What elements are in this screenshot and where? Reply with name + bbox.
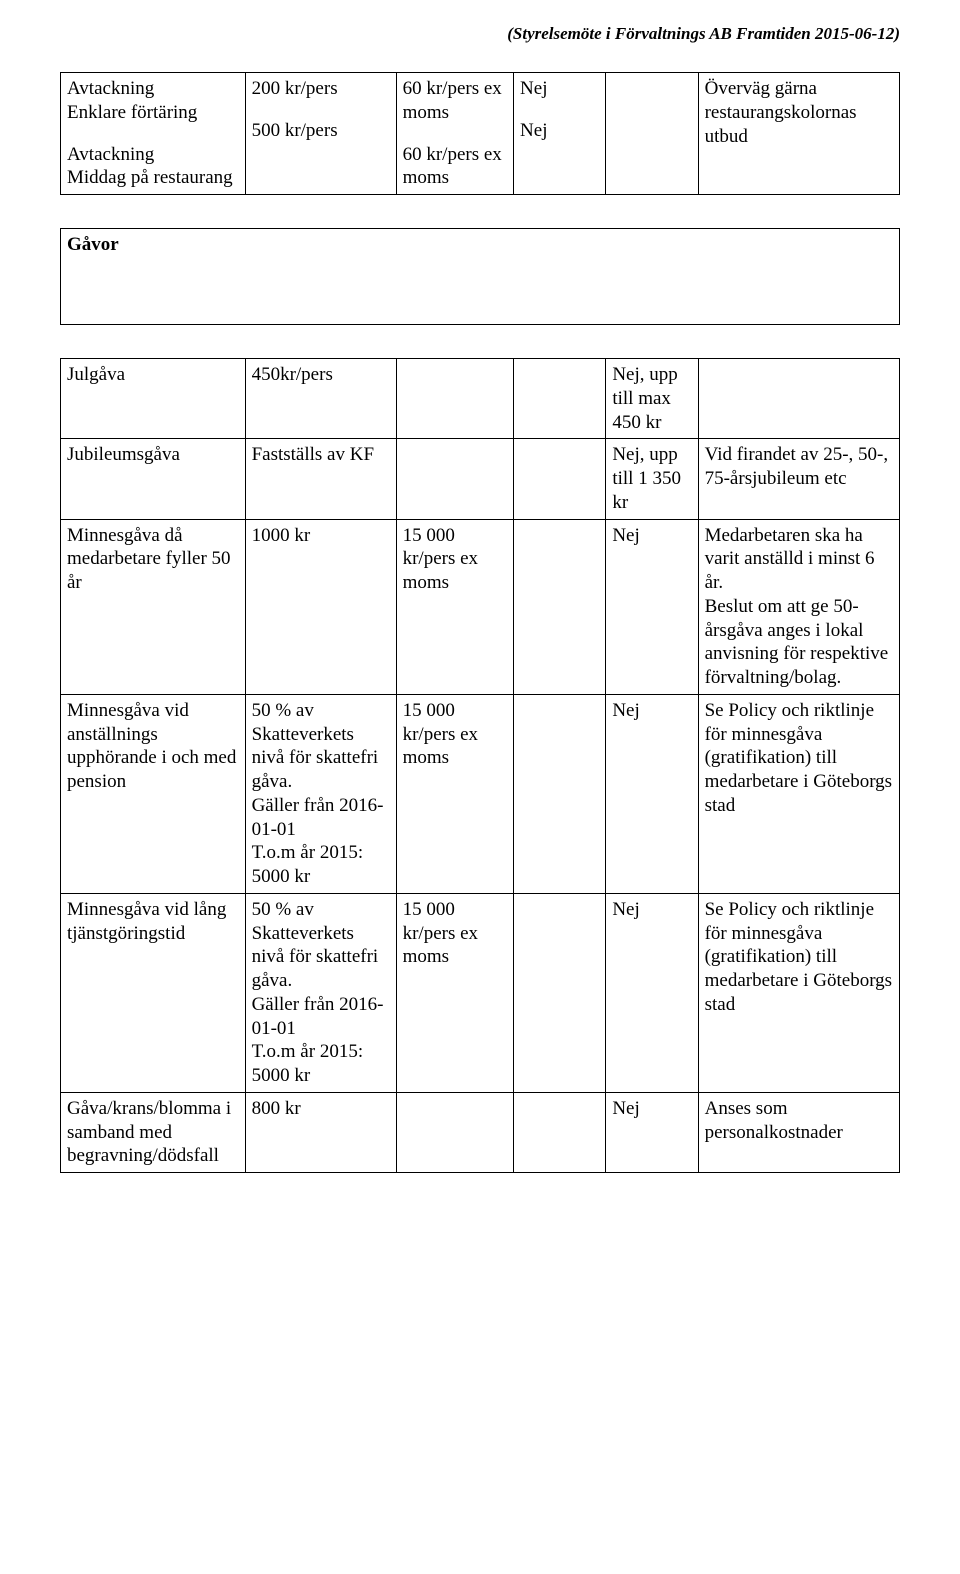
cell: Nej, upp till max 450 kr [606,359,698,439]
cell: 1000 kr [245,519,396,694]
cell: Nej, upp till 1 350 kr [606,439,698,519]
cell [698,359,899,439]
table-row: Minnesgåva då medarbetare fyller 50 år 1… [61,519,900,694]
text: 500 kr/pers [252,119,390,143]
cell: Se Policy och riktlinje för minnesgåva (… [698,694,899,893]
top-c1: Avtackning Enklare förtäring Avtackning … [61,73,246,195]
cell [514,893,606,1092]
text: Middag på restaurang [67,166,239,190]
cell [396,439,513,519]
cell [514,519,606,694]
main-table: Avtackning Enklare förtäring Avtackning … [60,72,900,1173]
cell: 50 % av Skatteverkets nivå för skattefri… [245,694,396,893]
cell [514,1092,606,1172]
spacer [61,325,900,359]
header-note: (Styrelsemöte i Förvaltnings AB Framtide… [60,24,900,44]
cell: Anses som personalkostnader [698,1092,899,1172]
gavor-heading: Gåvor [61,229,900,325]
top-c4: Nej Nej [514,73,606,195]
cell: Medarbetaren ska ha varit anställd i min… [698,519,899,694]
top-c6: Överväg gärna restaurangskolornas utbud [698,73,899,195]
cell: Vid firandet av 25-, 50-, 75-årsjubileum… [698,439,899,519]
cell [396,1092,513,1172]
spacer [61,195,900,229]
cell: 50 % av Skatteverkets nivå för skattefri… [245,893,396,1092]
table-row: Julgåva 450kr/pers Nej, upp till max 450… [61,359,900,439]
cell: Jubileumsgåva [61,439,246,519]
top-row: Avtackning Enklare förtäring Avtackning … [61,73,900,195]
table-row: Minnesgåva vid anställnings upphörande i… [61,694,900,893]
table-row: Jubileumsgåva Fastställs av KF Nej, upp … [61,439,900,519]
cell: Minnesgåva då medarbetare fyller 50 år [61,519,246,694]
text: Nej [520,119,599,143]
cell: Nej [606,1092,698,1172]
cell [514,694,606,893]
cell: 800 kr [245,1092,396,1172]
cell: Se Policy och riktlinje för minnesgåva (… [698,893,899,1092]
text: Enklare förtäring [67,101,239,125]
cell [514,359,606,439]
cell: 15 000 kr/pers ex moms [396,893,513,1092]
top-c2: 200 kr/pers 500 kr/pers [245,73,396,195]
cell: 450kr/pers [245,359,396,439]
cell: Nej [606,519,698,694]
table-row: Minnesgåva vid lång tjänstgöringstid 50 … [61,893,900,1092]
cell: Julgåva [61,359,246,439]
text: 60 kr/pers ex moms [403,77,507,125]
text: 200 kr/pers [252,77,390,101]
top-c5 [606,73,698,195]
top-c3: 60 kr/pers ex moms 60 kr/pers ex moms [396,73,513,195]
cell: Gåva/krans/blomma i samband med begravni… [61,1092,246,1172]
cell [396,359,513,439]
cell: 15 000 kr/pers ex moms [396,694,513,893]
table-row: Gåva/krans/blomma i samband med begravni… [61,1092,900,1172]
text: Avtackning [67,77,239,101]
cell: Nej [606,694,698,893]
cell: Fastställs av KF [245,439,396,519]
cell: Minnesgåva vid lång tjänstgöringstid [61,893,246,1092]
gavor-heading-row: Gåvor [61,229,900,325]
cell: Minnesgåva vid anställnings upphörande i… [61,694,246,893]
cell: 15 000 kr/pers ex moms [396,519,513,694]
gavor-heading-text: Gåvor [67,234,119,255]
cell: Nej [606,893,698,1092]
cell [514,439,606,519]
text: Nej [520,77,599,101]
text: Avtackning [67,143,239,167]
text: 60 kr/pers ex moms [403,143,507,191]
